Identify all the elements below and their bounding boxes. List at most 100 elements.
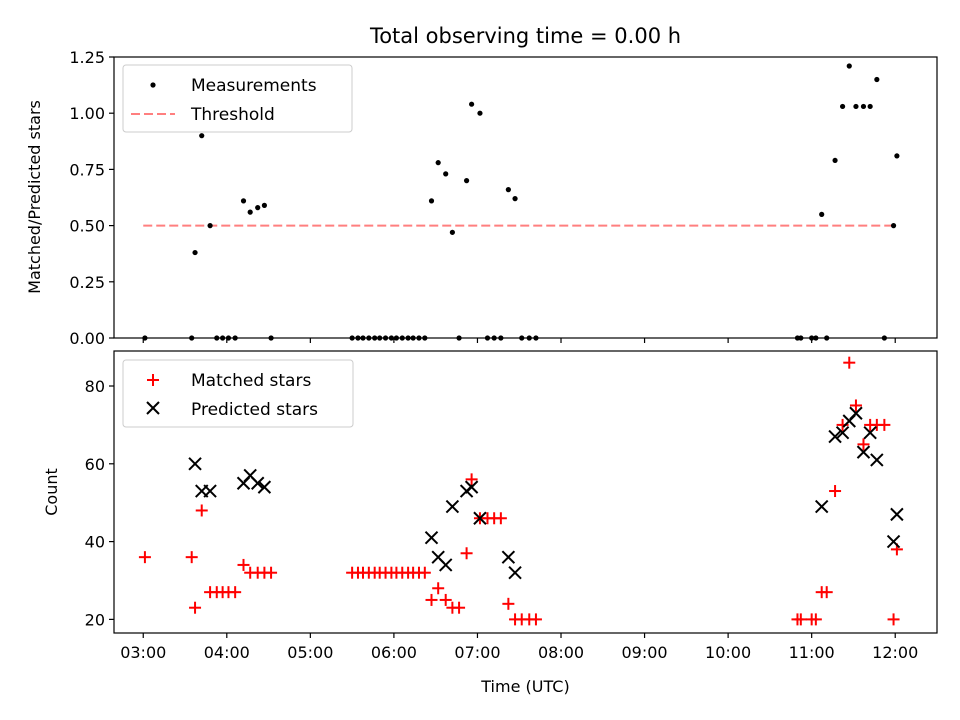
matched-star-point xyxy=(229,586,242,599)
matched-star-point xyxy=(460,547,473,560)
legend-predicted-x xyxy=(146,401,160,415)
measurement-point xyxy=(240,198,247,204)
bottom-y-axis-label: Count xyxy=(42,468,61,516)
predicted-star-point xyxy=(870,453,884,467)
bottom-axes-frame xyxy=(113,350,938,634)
bottom-y-ticks: 20 40 60 80 xyxy=(85,377,114,629)
measurement-point xyxy=(207,223,213,229)
matched-star-point xyxy=(465,473,478,486)
measurement-point xyxy=(819,211,825,217)
chart-title: Total observing time = 0.00 h xyxy=(369,24,681,48)
predicted-star-point xyxy=(849,406,863,420)
predicted-star-point xyxy=(424,530,439,545)
measurement-point xyxy=(846,63,852,69)
top-y-tick-label: 0.75 xyxy=(69,160,105,179)
top-y-tick-label: 0.50 xyxy=(69,217,105,236)
matched-star-point xyxy=(843,356,856,369)
predicted-star-point xyxy=(464,480,479,494)
matched-star-point xyxy=(453,601,466,614)
measurement-point xyxy=(261,202,267,208)
x-tick-label: 08:00 xyxy=(538,643,584,662)
x-tick-label: 05:00 xyxy=(287,643,333,662)
measurement-point xyxy=(890,223,897,229)
matched-star-point xyxy=(265,566,278,579)
bottom-y-tick-label: 60 xyxy=(85,455,105,474)
x-tick-label: 04:00 xyxy=(204,643,250,662)
matched-star-point xyxy=(418,566,431,579)
x-tick-label: 12:00 xyxy=(872,643,918,662)
matched-star-point xyxy=(439,593,452,606)
predicted-star-point xyxy=(445,499,460,514)
matched-star-point xyxy=(237,558,250,571)
predicted-star-point xyxy=(828,429,842,444)
bottom-legend: Matched stars Predicted stars xyxy=(122,359,354,428)
legend-threshold-label: Threshold xyxy=(190,105,275,125)
matched-star-point xyxy=(820,586,833,599)
predicted-star-point xyxy=(835,425,850,440)
legend-measurements-dot xyxy=(150,82,156,88)
matched-star-point xyxy=(849,399,862,412)
legend-measurements-label: Measurements xyxy=(191,76,317,96)
x-tick-label: 10:00 xyxy=(705,643,751,662)
matched-star-point xyxy=(887,613,900,626)
matched-star-point xyxy=(857,438,870,451)
x-tick-label: 03:00 xyxy=(120,643,166,662)
matched-star-point xyxy=(809,613,822,626)
x-axis-label: Time (UTC) xyxy=(480,677,569,696)
bottom-y-tick-label: 40 xyxy=(85,533,105,552)
predicted-star-point xyxy=(251,476,265,490)
x-tick-label: 07:00 xyxy=(454,643,500,662)
predicted-star-point xyxy=(508,566,522,580)
legend-predicted-label: Predicted stars xyxy=(191,400,318,420)
measurement-point xyxy=(477,110,483,116)
predicted-star-point xyxy=(814,499,829,514)
top-y-tick-label: 1.00 xyxy=(69,104,105,123)
top-y-tick-label: 1.25 xyxy=(69,48,105,67)
top-y-ticks: 0.00 0.25 0.50 0.75 1.00 1.25 xyxy=(69,48,114,348)
measurement-point xyxy=(199,133,205,139)
matched-star-point xyxy=(794,613,807,626)
measurement-point xyxy=(463,178,470,184)
predicted-star-point xyxy=(188,457,202,471)
measurement-point xyxy=(874,76,880,83)
measurement-point xyxy=(839,103,846,110)
bottom-plot-marks xyxy=(138,356,904,626)
measurement-point xyxy=(867,103,873,110)
predicted-star-point xyxy=(203,484,217,498)
top-y-axis-label: Matched/Predicted stars xyxy=(25,100,44,294)
legend-matched-label: Matched stars xyxy=(191,371,311,391)
top-legend-box xyxy=(122,64,353,133)
measurement-point xyxy=(428,198,435,204)
predicted-star-point xyxy=(856,445,871,459)
predicted-star-point xyxy=(863,425,877,440)
top-y-tick-label: 0.00 xyxy=(69,329,105,348)
matched-star-point xyxy=(185,551,198,564)
measurement-point xyxy=(832,157,838,164)
measurement-point xyxy=(435,160,441,166)
measurement-point xyxy=(192,249,198,256)
measurement-point xyxy=(255,205,261,211)
matched-star-point xyxy=(189,601,202,614)
matched-star-point xyxy=(502,597,515,610)
measurement-point xyxy=(449,229,455,235)
predicted-star-point xyxy=(501,550,516,564)
top-y-tick-label: 0.25 xyxy=(69,273,105,292)
predicted-star-point xyxy=(257,480,272,494)
bottom-x-ticks: 03:00 04:00 05:00 06:00 07:00 08:00 09:00 10:00… xyxy=(120,633,918,662)
measurement-point xyxy=(860,103,867,110)
measurement-point xyxy=(894,153,900,159)
bottom-y-tick-label: 20 xyxy=(85,610,105,629)
legend-matched-plus xyxy=(147,374,159,386)
matched-star-point xyxy=(138,551,151,564)
top-x-ticks xyxy=(142,338,896,343)
measurement-point xyxy=(505,187,511,193)
x-tick-label: 11:00 xyxy=(789,643,835,662)
top-panel: 0.00 0.25 0.50 0.75 1.00 1.25 Matched/Predict… xyxy=(25,48,938,348)
measurement-point xyxy=(247,209,253,215)
matched-star-point xyxy=(432,582,445,595)
matched-star-point xyxy=(425,593,438,606)
bottom-legend-box xyxy=(122,359,354,428)
x-tick-label: 09:00 xyxy=(622,643,668,662)
